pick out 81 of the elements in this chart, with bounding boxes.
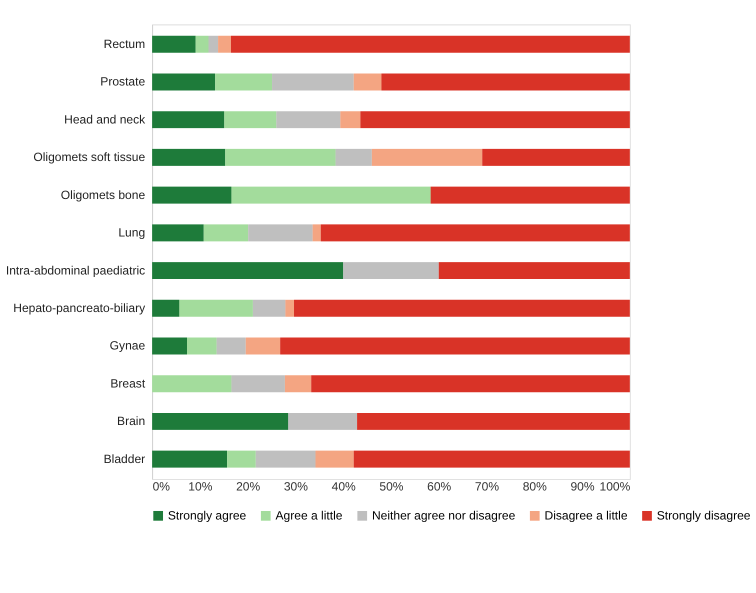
bar (294, 300, 630, 317)
y-tick-label: Bladder (104, 452, 146, 466)
bar (284, 375, 312, 392)
bar (152, 450, 228, 468)
x-tick-label: 90% (570, 480, 595, 494)
bar (152, 111, 224, 128)
bar (438, 262, 630, 280)
bar (215, 73, 272, 90)
bar (340, 111, 360, 128)
bar (152, 338, 187, 354)
x-tick-label: 0% (152, 480, 170, 494)
bar (152, 73, 216, 90)
y-tick-label: Intra-abdominal paediatric (6, 263, 146, 278)
bar (227, 450, 256, 468)
bar (152, 148, 226, 166)
bar (231, 186, 431, 204)
x-tick-label: 100% (599, 480, 631, 494)
bar (196, 36, 208, 53)
legend-label: Strongly disagree (656, 508, 751, 523)
bar (381, 73, 630, 90)
y-tick-label: Rectum (104, 36, 146, 51)
bar (231, 375, 285, 392)
legend-label: Neither agree nor disagree (372, 508, 516, 523)
bar (152, 186, 232, 204)
bar (152, 36, 196, 53)
x-tick-label: 30% (284, 480, 308, 494)
bar (280, 338, 630, 354)
legend-label: Disagree a little (544, 508, 628, 523)
y-tick-label: Head and neck (64, 112, 146, 126)
y-tick-label: Gynae (110, 338, 146, 353)
y-tick-label: Oligomets soft tissue (33, 150, 146, 164)
x-tick-label: 40% (332, 480, 356, 494)
bar (357, 412, 630, 430)
bar (336, 148, 372, 166)
y-tick-label: Breast (110, 376, 146, 390)
bar (276, 111, 340, 128)
bar (224, 111, 276, 128)
x-tick-label: 20% (236, 480, 260, 494)
bar (252, 300, 286, 317)
x-tick-label: 70% (474, 480, 500, 494)
y-tick-label: Brain (117, 414, 146, 428)
legend-label: Strongly agree (168, 508, 247, 523)
bar (316, 450, 354, 468)
bar (343, 262, 439, 280)
bar (430, 186, 630, 204)
bar (152, 224, 204, 242)
bar (285, 300, 294, 317)
bar (272, 73, 354, 90)
y-tick-label: Lung (118, 226, 146, 240)
y-tick-label: Hepato-pancreato-biliary (13, 300, 146, 315)
bar (320, 224, 630, 242)
bar (187, 338, 217, 354)
bar (218, 36, 231, 53)
bar (354, 73, 382, 90)
legend-label: Agree a little (276, 508, 343, 523)
bar (256, 450, 316, 468)
bar (208, 36, 218, 53)
bar (225, 148, 336, 166)
bar (248, 224, 313, 242)
bar (372, 148, 482, 166)
x-tick-label: 50% (379, 480, 404, 494)
bar (152, 412, 288, 430)
bar (152, 300, 180, 317)
bar (311, 375, 630, 392)
y-tick-label: Oligomets bone (60, 188, 146, 202)
y-tick-label: Prostate (100, 74, 146, 89)
x-tick-label: 80% (522, 480, 548, 494)
bar (152, 262, 344, 280)
bar (204, 224, 248, 242)
bar (246, 338, 280, 354)
bar (152, 375, 232, 392)
bar (354, 450, 630, 468)
x-tick-label: 60% (427, 480, 452, 494)
bar (482, 148, 630, 166)
bar (288, 412, 358, 430)
bar (312, 224, 321, 242)
bar (230, 36, 630, 53)
bar (360, 111, 630, 128)
x-tick-label: 10% (188, 480, 213, 494)
bar (216, 338, 246, 354)
bar (179, 300, 253, 317)
